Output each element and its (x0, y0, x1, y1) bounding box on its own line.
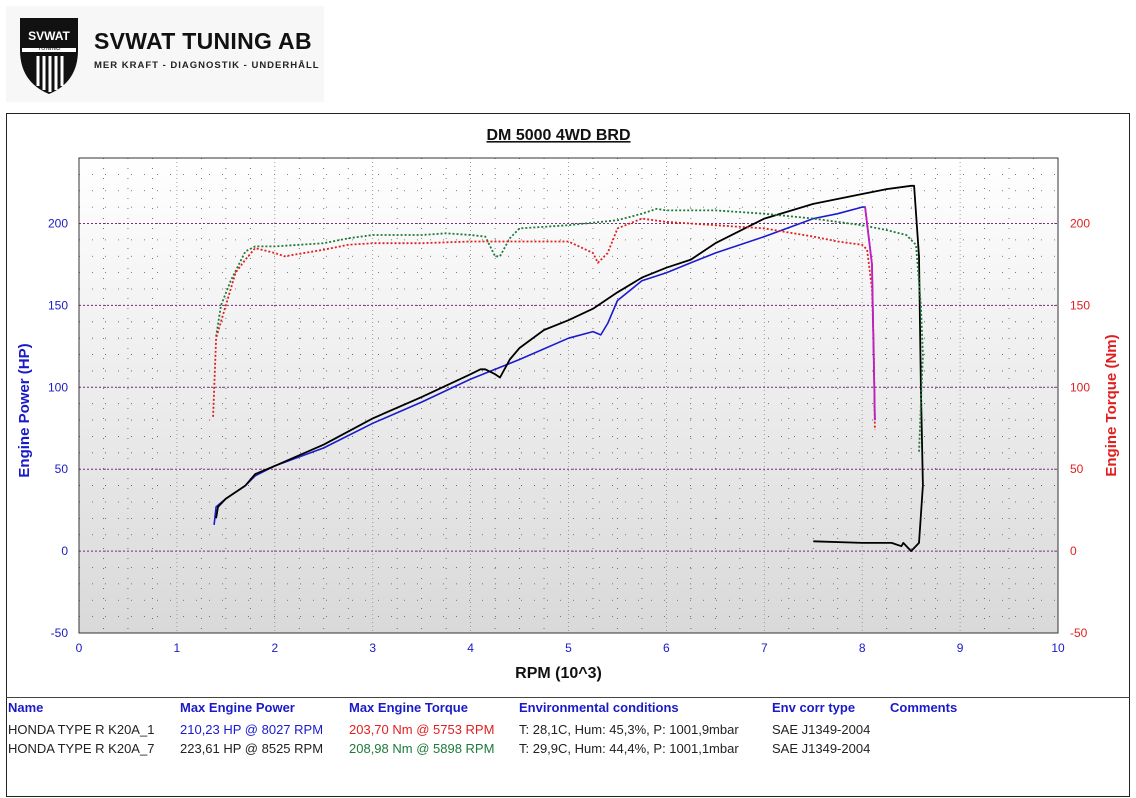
x-tick-label: 7 (761, 641, 768, 655)
x-tick-label: 5 (565, 641, 572, 655)
company-name: SVWAT TUNING AB (94, 28, 312, 54)
legend-row-run-1: HONDA TYPE R K20A_1 210,23 HP @ 8027 RPM… (6, 722, 1130, 742)
y-right-tick-label: -50 (1070, 626, 1088, 640)
x-tick-label: 0 (76, 641, 83, 655)
legend-max-power: 210,23 HP @ 8027 RPM (180, 722, 324, 737)
legend-header-power: Max Engine Power (180, 700, 295, 715)
emblem-subtext: TUNING (38, 46, 61, 52)
emblem-text: SVWAT (28, 29, 70, 43)
legend-header-name: Name (8, 700, 44, 715)
y-left-tick-label: 200 (48, 217, 68, 231)
legend-header-env: Environmental conditions (519, 700, 679, 715)
series-line-3 (215, 184, 924, 552)
x-axis-label: RPM (10^3) (515, 665, 602, 682)
legend-max-torque: 203,70 Nm @ 5753 RPM (349, 722, 495, 737)
series-line-2 (212, 217, 876, 430)
y-left-axis-label: Engine Power (HP) (16, 343, 33, 477)
series-dropoff-line (864, 206, 876, 421)
legend-header-torque: Max Engine Torque (349, 700, 468, 715)
shield-emblem-icon: SVWAT TUNING (20, 18, 78, 94)
legend-row-run-2: HONDA TYPE R K20A_7 223,61 HP @ 8525 RPM… (6, 741, 1130, 761)
series-line-4 (215, 207, 924, 453)
legend-run-name: HONDA TYPE R K20A_7 (8, 741, 155, 756)
x-tick-label: 3 (369, 641, 376, 655)
dyno-chart: DM 5000 4WD BRD 0 1 2 3 4 5 6 7 8 9 10 -50 -50 0 0 50 50 1… (16, 127, 1120, 682)
legend-env-conditions: T: 29,9C, Hum: 44,4%, P: 1001,1mbar (519, 741, 739, 756)
x-tick-label: 1 (174, 641, 181, 655)
y-right-tick-label: 50 (1070, 462, 1084, 476)
legend-max-power: 223,61 HP @ 8525 RPM (180, 741, 324, 756)
y-left-tick-label: 100 (48, 380, 68, 394)
y-right-tick-label: 150 (1070, 298, 1090, 312)
chart-title: DM 5000 4WD BRD (486, 127, 630, 144)
legend-header-corr: Env corr type (772, 700, 856, 715)
y-right-axis-label: Engine Torque (Nm) (1103, 334, 1120, 476)
x-tick-label: 8 (859, 641, 866, 655)
y-right-tick-label: 0 (1070, 544, 1077, 558)
y-left-tick-label: -50 (51, 626, 69, 640)
y-right-tick-label: 200 (1070, 217, 1090, 231)
plot-area (79, 158, 1058, 633)
legend-corr-type: SAE J1349-2004 (772, 722, 871, 737)
legend-run-name: HONDA TYPE R K20A_1 (8, 722, 155, 737)
legend-header-row: Name Max Engine Power Max Engine Torque … (6, 700, 1130, 720)
brand-logo: SVWAT TUNING SVWAT TUNING AB MER KRAFT -… (6, 6, 324, 102)
y-left-tick-label: 50 (55, 462, 69, 476)
y-left-tick-label: 0 (61, 544, 68, 558)
company-tagline: MER KRAFT - DIAGNOSTIK - UNDERHÅLL (94, 60, 320, 71)
series-line-1 (213, 206, 876, 525)
plot-border (78, 157, 1059, 634)
legend-env-conditions: T: 28,1C, Hum: 45,3%, P: 1001,9mbar (519, 722, 739, 737)
legend-header-comments: Comments (890, 700, 958, 715)
y-right-tick-label: 100 (1070, 380, 1090, 394)
legend-corr-type: SAE J1349-2004 (772, 741, 871, 756)
results-legend-table: Name Max Engine Power Max Engine Torque … (6, 697, 1130, 798)
x-tick-label: 9 (957, 641, 964, 655)
legend-max-torque: 208,98 Nm @ 5898 RPM (349, 741, 495, 756)
x-tick-label: 2 (271, 641, 278, 655)
x-tick-label: 4 (467, 641, 474, 655)
y-left-tick-label: 150 (48, 298, 68, 312)
chart-frame: DM 5000 4WD BRD 0 1 2 3 4 5 6 7 8 9 10 -50 -50 0 0 50 50 1… (6, 113, 1130, 797)
x-tick-label: 10 (1051, 641, 1065, 655)
x-tick-label: 6 (663, 641, 670, 655)
